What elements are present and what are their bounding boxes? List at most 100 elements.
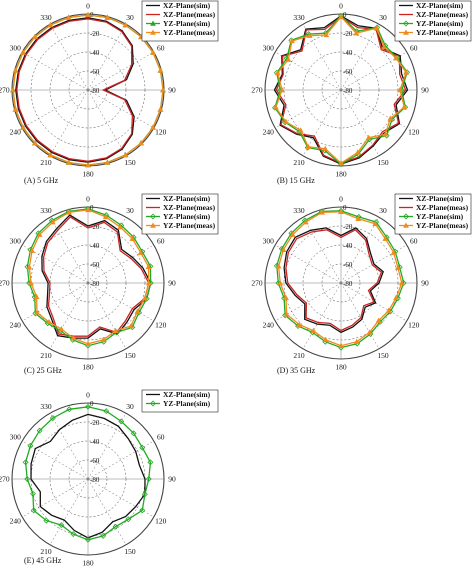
- angle-tick-label: 0: [86, 391, 90, 400]
- radial-tick-label: -20: [90, 223, 100, 231]
- angle-tick-label: 60: [157, 44, 165, 53]
- angle-tick-label: 150: [124, 547, 136, 556]
- spoke-line: [49, 413, 89, 480]
- spoke-line: [87, 282, 127, 349]
- chart-legend: XZ-Plane(sim)XZ-Plane(meas)YZ-Plane(sim)…: [394, 0, 472, 42]
- spoke-line: [87, 51, 154, 91]
- radial-tick-label: 0: [343, 11, 347, 19]
- radial-tick-label: 0: [90, 400, 94, 408]
- series-marker-point: [390, 249, 397, 255]
- angle-tick-label: 270: [0, 279, 10, 288]
- legend-marker: [150, 29, 156, 35]
- legend-label: YZ-Plane(sim): [416, 19, 464, 28]
- legend-label: XZ-Plane(sim): [163, 194, 211, 203]
- spoke-line: [49, 217, 89, 284]
- spoke-line: [340, 24, 380, 91]
- radial-tick-label: -20: [90, 30, 100, 38]
- series-marker-point: [28, 279, 34, 286]
- series-marker-point: [145, 263, 152, 269]
- series-marker-point: [22, 459, 29, 466]
- series-marker-point: [297, 127, 304, 133]
- angle-tick-label: 300: [263, 237, 275, 246]
- chart-caption: (C) 25 GHz: [24, 366, 62, 375]
- series-marker-point: [145, 476, 152, 482]
- radial-tick-label: -40: [90, 49, 100, 57]
- angle-tick-label: 90: [168, 279, 176, 288]
- legend-marker: [403, 213, 409, 220]
- spoke-line: [87, 217, 127, 284]
- series-line-2: [42, 216, 150, 337]
- angle-tick-label: 30: [126, 206, 134, 215]
- angle-tick-label: 180: [82, 170, 94, 179]
- series-marker-point: [10, 86, 16, 93]
- chart-caption: (E) 45 GHz: [24, 556, 62, 565]
- radial-tick-label: -80: [343, 280, 353, 288]
- series-marker-point: [20, 124, 26, 130]
- series-marker-point: [117, 224, 124, 230]
- series-marker-point: [306, 32, 313, 38]
- series-marker-point: [47, 151, 54, 158]
- angle-tick-label: 30: [126, 402, 134, 411]
- chart-caption: (D) 35 GHz: [277, 366, 316, 375]
- legend-label: YZ-Plane(sim): [416, 212, 464, 221]
- legend-box: [141, 193, 219, 235]
- series-marker-point: [104, 159, 111, 165]
- series-marker-point: [403, 69, 410, 75]
- series-marker-point: [385, 307, 392, 313]
- angle-tick-label: 330: [293, 13, 305, 22]
- series-line-2: [24, 406, 152, 541]
- angle-tick-label: 0: [339, 195, 343, 204]
- series-marker-point: [275, 263, 282, 269]
- angle-tick-label: 30: [126, 13, 134, 22]
- angle-tick-label: 30: [379, 13, 387, 22]
- radial-tick-label: -20: [343, 223, 353, 231]
- series-marker-point: [130, 430, 137, 437]
- series-marker-point: [282, 118, 289, 125]
- spoke-line: [49, 24, 89, 91]
- spoke-line: [22, 51, 89, 91]
- series-marker-point: [285, 56, 292, 62]
- series-marker-point: [125, 516, 132, 523]
- angle-tick-label: 240: [10, 128, 22, 137]
- spoke-line: [87, 89, 127, 156]
- series-marker-point: [272, 104, 279, 110]
- spoke-line: [340, 217, 380, 284]
- angle-tick-label: 300: [263, 44, 275, 53]
- series-marker-point: [112, 523, 119, 530]
- radial-tick-label: -80: [90, 476, 100, 484]
- series-line-1: [283, 227, 384, 334]
- series-marker-point: [354, 149, 361, 155]
- angle-tick-label: 330: [40, 206, 52, 215]
- legend-label: YZ-Plane(sim): [163, 212, 211, 221]
- series-marker-point: [381, 43, 387, 50]
- spoke-line: [22, 282, 89, 322]
- series-marker-point: [398, 279, 405, 286]
- radial-tick-label: -60: [343, 68, 353, 76]
- series-marker-point: [355, 215, 362, 221]
- chart-caption: (B) 15 GHz: [277, 176, 315, 185]
- angle-tick-label: 60: [157, 237, 165, 246]
- series-marker-point: [283, 294, 289, 300]
- series-marker-point: [401, 103, 408, 110]
- series-marker-point: [85, 340, 91, 347]
- angle-tick-label: 330: [293, 206, 305, 215]
- series-marker-point: [353, 30, 360, 36]
- spoke-line: [87, 282, 154, 322]
- spoke-line: [87, 478, 154, 518]
- spoke-line: [275, 282, 342, 322]
- series-marker-point: [49, 415, 56, 422]
- angle-tick-label: 240: [263, 128, 275, 137]
- polar-chart-5: 0 30 60 90 120 150 180 210 240 270 300 330 0 -20 -40 -6…: [0, 389, 219, 567]
- spoke-line: [49, 282, 89, 349]
- series-marker-point: [85, 162, 91, 168]
- series-marker-point: [36, 231, 43, 237]
- series-marker-point: [32, 140, 38, 146]
- spoke-line: [87, 440, 154, 480]
- chart-legend: XZ-Plane(sim)XZ-Plane(meas)YZ-Plane(sim)…: [141, 0, 219, 42]
- series-marker-point: [319, 209, 325, 215]
- legend-box: [141, 389, 219, 413]
- angle-tick-label: 300: [10, 44, 22, 53]
- radial-tick-label: -40: [90, 438, 100, 446]
- angle-tick-label: 300: [10, 237, 22, 246]
